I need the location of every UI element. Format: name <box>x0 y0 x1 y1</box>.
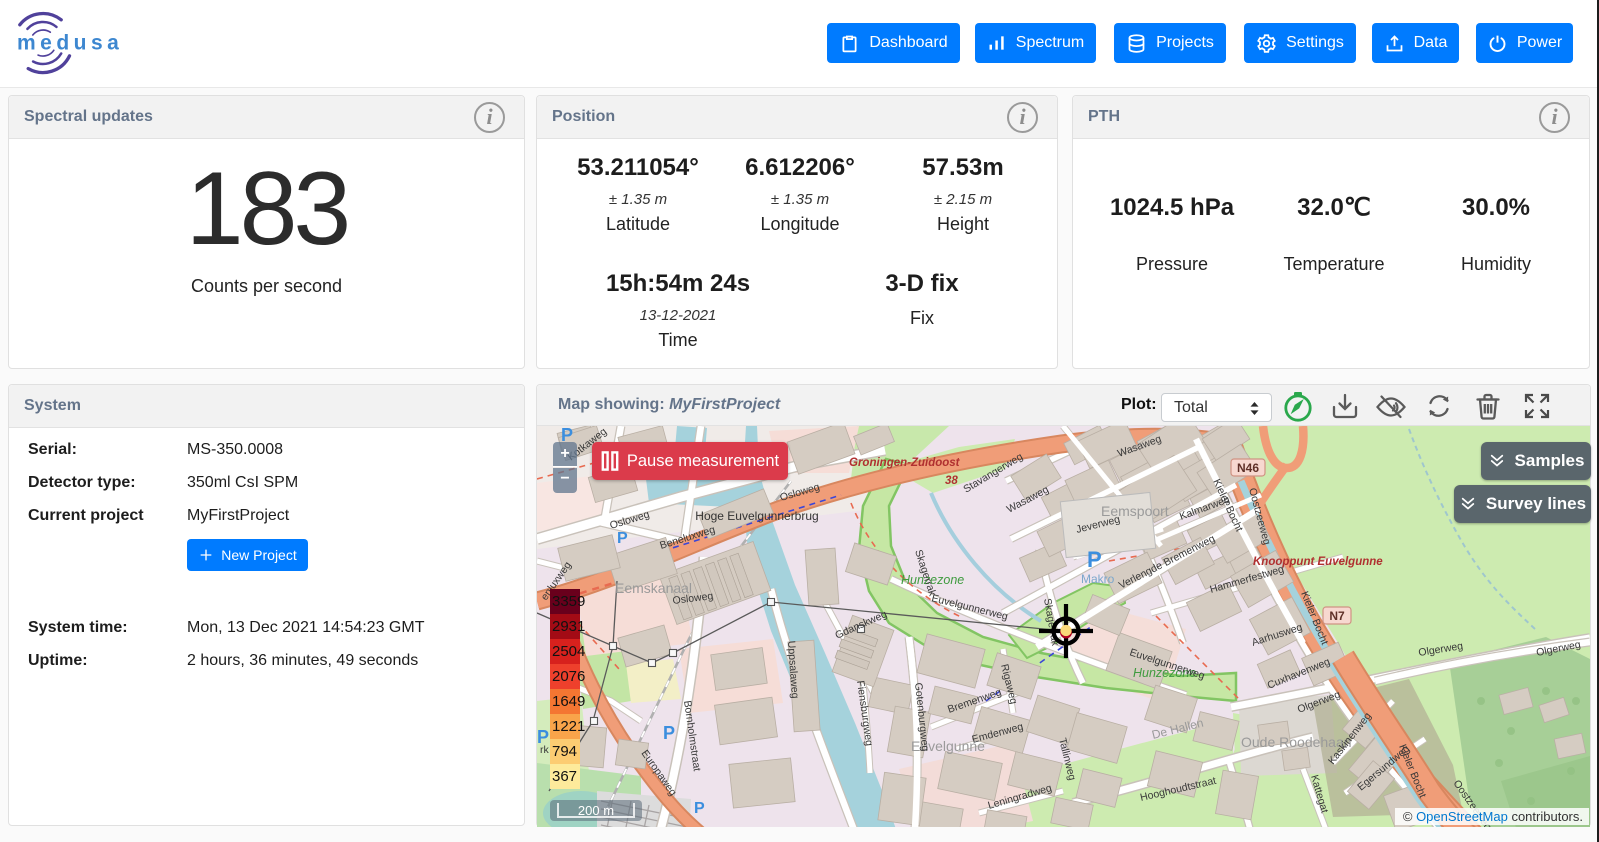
svg-text:Makro: Makro <box>1081 572 1115 586</box>
svg-text:N7: N7 <box>1329 609 1345 623</box>
svg-text:Uppsalaweg: Uppsalaweg <box>785 640 801 699</box>
svg-text:Osloweg: Osloweg <box>672 590 714 607</box>
svg-text:Hoge Euvelgunnerbrug: Hoge Euvelgunnerbrug <box>695 509 818 523</box>
svg-text:Eemskanaal: Eemskanaal <box>615 580 692 596</box>
svg-text:P: P <box>1087 547 1102 572</box>
svg-text:rk: rk <box>540 744 549 756</box>
svg-text:Hunzezone: Hunzezone <box>1133 666 1196 680</box>
svg-text:Hunzezone: Hunzezone <box>901 573 964 587</box>
svg-text:N46: N46 <box>1237 461 1259 475</box>
svg-text:Knooppunt Euvelgunne: Knooppunt Euvelgunne <box>1253 556 1383 568</box>
svg-text:P: P <box>537 727 549 747</box>
svg-text:P: P <box>617 530 628 547</box>
svg-text:P: P <box>561 426 573 445</box>
svg-text:P: P <box>694 800 705 817</box>
svg-text:Eemspoort: Eemspoort <box>1101 503 1169 519</box>
svg-text:Groningen-Zuidoost: Groningen-Zuidoost <box>849 457 961 469</box>
svg-text:Oude Roodehaan: Oude Roodehaan <box>1241 734 1352 750</box>
svg-text:medusa: medusa <box>17 32 123 55</box>
svg-text:38: 38 <box>945 475 958 487</box>
svg-text:P: P <box>663 723 675 743</box>
svg-text:Euvelgunne: Euvelgunne <box>911 738 985 754</box>
